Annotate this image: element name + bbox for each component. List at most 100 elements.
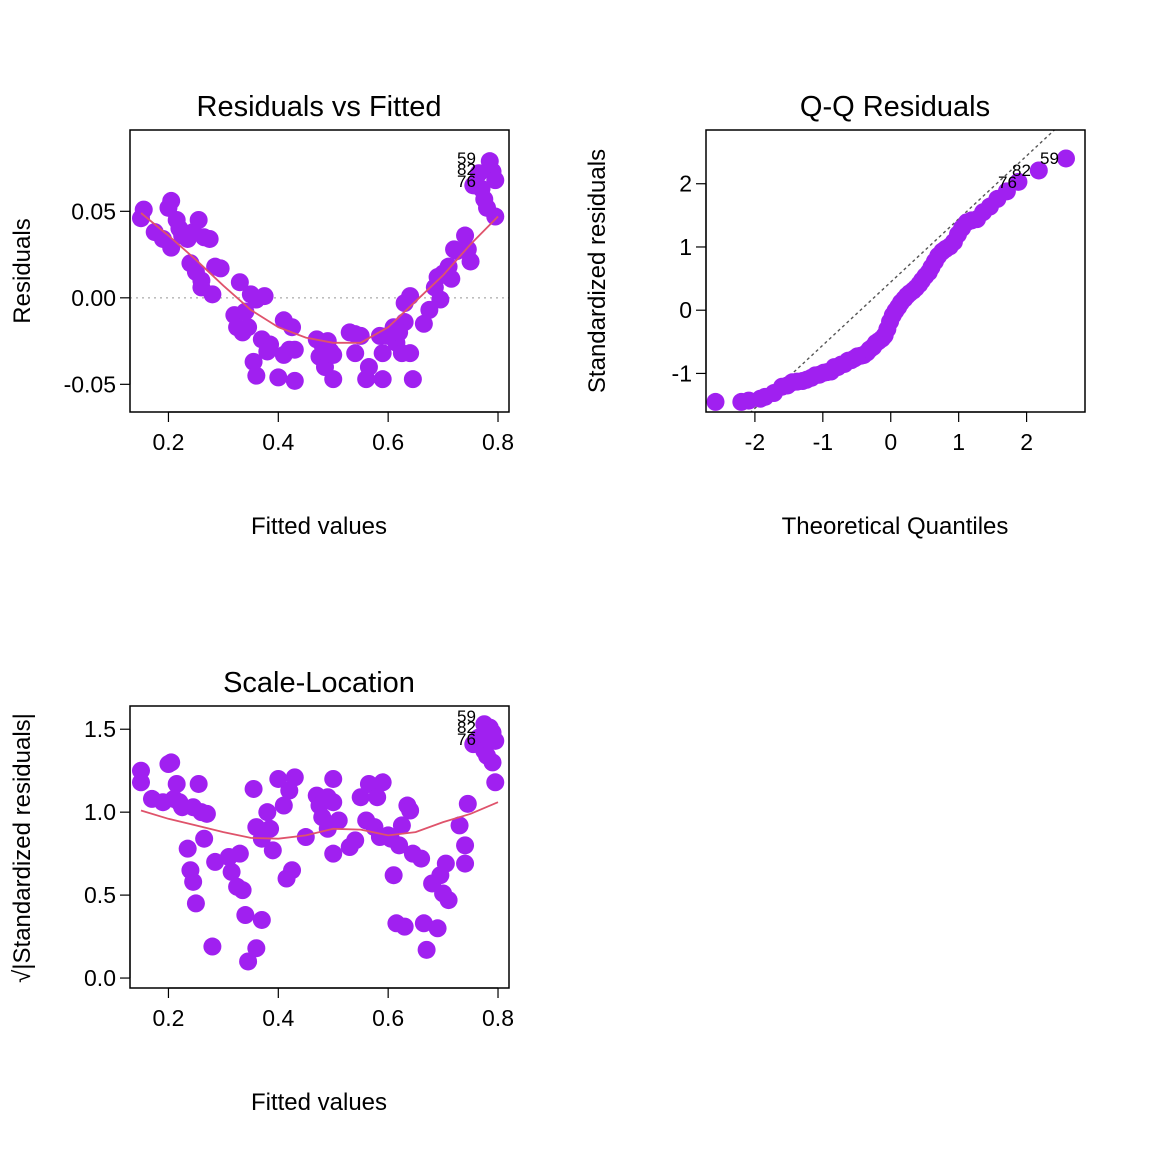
data-point — [186, 894, 205, 913]
data-point — [456, 854, 475, 873]
data-point — [395, 917, 414, 936]
plot-title: Q-Q Residuals — [800, 91, 990, 123]
y-tick-label: 1.0 — [84, 799, 116, 825]
data-point — [283, 861, 302, 880]
data-point — [456, 836, 475, 855]
x-tick-label: 1 — [952, 429, 965, 455]
y-tick-label: -1 — [672, 360, 692, 386]
data-point — [195, 829, 214, 848]
data-point — [1029, 161, 1048, 180]
x-tick-label: 0.4 — [262, 1005, 294, 1031]
data-point — [346, 831, 365, 850]
data-point — [162, 753, 181, 772]
data-point — [368, 788, 387, 807]
data-point — [247, 939, 266, 958]
data-point — [230, 844, 249, 863]
data-point — [269, 769, 288, 788]
point-label-82: 82 — [1012, 161, 1031, 180]
data-point — [244, 352, 263, 371]
data-point — [206, 852, 225, 871]
x-tick-label: 0.6 — [372, 429, 404, 455]
data-point — [162, 191, 181, 210]
data-point — [390, 323, 409, 342]
data-point — [255, 287, 274, 306]
plot-title: Residuals vs Fitted — [197, 91, 442, 123]
data-point — [412, 849, 431, 868]
point-label-82: 82 — [457, 718, 476, 737]
plot-frame — [705, 129, 1086, 413]
x-tick-label: 0.8 — [482, 1005, 514, 1031]
data-point — [1056, 149, 1075, 168]
plot-frame — [129, 129, 510, 413]
data-point — [373, 773, 392, 792]
point-label-76: 76 — [998, 173, 1017, 192]
data-point — [401, 287, 420, 306]
x-tick-label: 0.2 — [152, 1005, 184, 1031]
data-point — [442, 269, 461, 288]
data-point — [450, 816, 469, 835]
data-point — [329, 811, 348, 830]
data-point — [428, 919, 447, 938]
x-axis-label: Fitted values — [251, 513, 387, 540]
smoother-line — [140, 801, 499, 840]
data-point — [359, 774, 378, 793]
data-point — [414, 314, 433, 333]
data-point — [373, 344, 392, 363]
data-point — [178, 839, 197, 858]
x-axis-label: Theoretical Quantiles — [782, 513, 1009, 540]
x-tick-label: 0.4 — [262, 429, 294, 455]
data-point — [239, 952, 258, 971]
data-point — [211, 259, 230, 278]
data-point — [324, 844, 343, 863]
data-point — [230, 273, 249, 292]
x-tick-label: 0.8 — [482, 429, 514, 455]
smoother-line — [140, 212, 499, 344]
data-point — [258, 803, 277, 822]
data-point — [401, 801, 420, 820]
data-point — [274, 796, 293, 815]
plot-title: Scale-Location — [223, 667, 415, 699]
data-point — [384, 866, 403, 885]
data-point — [222, 862, 241, 881]
x-tick-label: 0.2 — [152, 429, 184, 455]
y-axis-label: √|Standardized residuals| — [9, 713, 36, 983]
data-point — [486, 171, 505, 190]
y-tick-label: 0.5 — [84, 882, 116, 908]
data-point — [189, 210, 208, 229]
data-point — [269, 368, 288, 387]
x-tick-label: 0.6 — [372, 1005, 404, 1031]
data-point — [324, 370, 343, 389]
data-point — [403, 370, 422, 389]
x-tick-label: -2 — [745, 429, 765, 455]
data-point — [296, 828, 315, 847]
point-label-76: 76 — [457, 172, 476, 191]
point-label-59: 59 — [457, 149, 476, 168]
data-point — [324, 793, 343, 812]
y-tick-label: 1.5 — [84, 716, 116, 742]
scale-location-panel: Scale-Location Fitted values √|Standardi… — [9, 667, 514, 1116]
y-tick-label: 0.00 — [71, 285, 116, 311]
data-point — [458, 794, 477, 813]
plot-marks: 0.2 0.4 0.6 0.8 -0.05 0.00 0.05 — [64, 152, 514, 455]
plot-marks: 0.2 0.4 0.6 0.8 0.0 0.5 1.0 1.5 — [84, 715, 514, 1031]
data-point — [203, 937, 222, 956]
data-point — [247, 366, 266, 385]
x-axis-label: Fitted values — [251, 1089, 387, 1116]
data-point — [285, 340, 304, 359]
data-point — [239, 318, 258, 337]
data-point — [236, 906, 255, 925]
data-point — [486, 773, 505, 792]
data-point — [189, 774, 208, 793]
data-point — [283, 318, 302, 337]
data-point — [236, 302, 255, 321]
data-point — [458, 240, 477, 259]
data-point — [131, 209, 150, 228]
point-label-76: 76 — [457, 730, 476, 749]
data-point — [431, 290, 450, 309]
data-point — [261, 819, 280, 838]
plot-frame — [129, 705, 510, 989]
data-point — [263, 841, 282, 860]
x-tick-label: 0 — [884, 429, 897, 455]
data-point — [167, 774, 186, 793]
